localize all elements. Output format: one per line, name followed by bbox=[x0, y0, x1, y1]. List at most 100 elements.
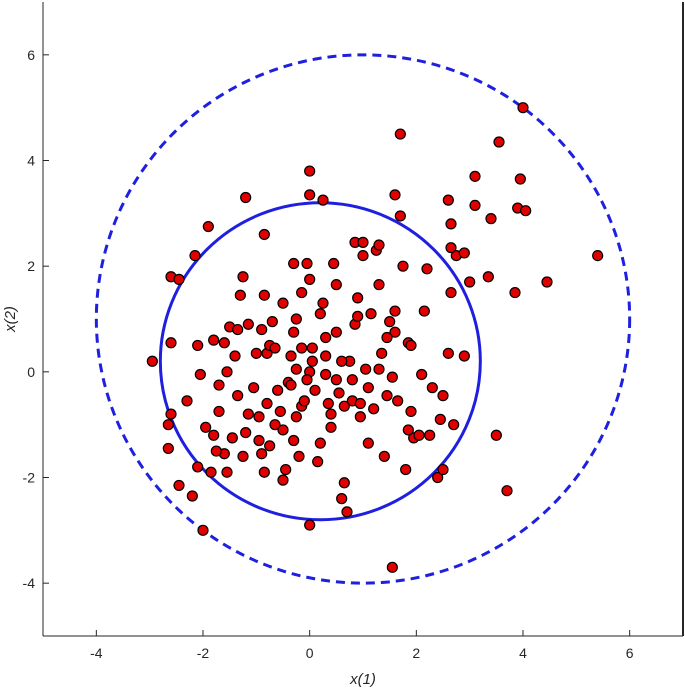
data-point-104 bbox=[442, 194, 454, 206]
data-point-20 bbox=[213, 379, 225, 391]
data-point-48 bbox=[301, 257, 313, 270]
data-point-64 bbox=[336, 493, 348, 505]
data-point-161 bbox=[437, 390, 449, 402]
data-point-177 bbox=[320, 331, 332, 344]
data-point-30 bbox=[261, 397, 273, 410]
data-point-9 bbox=[189, 250, 201, 262]
data-point-132 bbox=[237, 271, 249, 283]
data-point-28 bbox=[256, 448, 268, 460]
data-point-151 bbox=[336, 355, 348, 367]
data-point-137 bbox=[277, 297, 289, 309]
data-point-152 bbox=[330, 374, 342, 386]
data-point-100 bbox=[442, 347, 454, 359]
data-point-76 bbox=[368, 403, 380, 415]
data-point-98 bbox=[434, 413, 446, 425]
data-point-6 bbox=[197, 524, 209, 536]
data-point-71 bbox=[354, 411, 366, 423]
data-point-85 bbox=[389, 305, 401, 317]
data-point-82 bbox=[381, 390, 393, 402]
data-point-142 bbox=[232, 323, 244, 336]
data-point-135 bbox=[242, 318, 254, 330]
data-point-53 bbox=[312, 456, 324, 468]
data-point-87 bbox=[397, 260, 409, 272]
data-point-70 bbox=[352, 292, 364, 304]
data-point-36 bbox=[274, 405, 286, 418]
data-point-164 bbox=[298, 395, 310, 407]
data-points bbox=[146, 102, 604, 573]
data-point-61 bbox=[330, 279, 342, 291]
data-point-95 bbox=[421, 263, 433, 275]
data-point-51 bbox=[306, 355, 318, 367]
data-point-166 bbox=[269, 419, 281, 431]
x-tick-label: 0 bbox=[306, 645, 314, 661]
data-point-136 bbox=[258, 289, 270, 301]
data-point-128 bbox=[389, 189, 401, 201]
data-point-47 bbox=[296, 286, 308, 299]
data-point-35 bbox=[272, 384, 284, 396]
data-point-109 bbox=[469, 170, 481, 182]
data-point-143 bbox=[218, 337, 230, 349]
data-point-103 bbox=[458, 350, 470, 362]
data-point-125 bbox=[304, 165, 316, 177]
x-tick-label: -4 bbox=[90, 645, 103, 661]
data-point-99 bbox=[437, 463, 449, 476]
data-point-16 bbox=[208, 429, 220, 441]
data-point-8 bbox=[173, 273, 185, 285]
data-point-41 bbox=[285, 350, 297, 362]
data-point-160 bbox=[424, 429, 436, 441]
data-point-169 bbox=[210, 445, 222, 457]
data-point-140 bbox=[296, 342, 308, 354]
data-point-23 bbox=[232, 390, 244, 402]
axis-ticks: -4 -2 0 2 4 6 -4 -2 0 2 4 6 bbox=[23, 47, 634, 661]
data-point-81 bbox=[378, 450, 390, 462]
data-point-92 bbox=[413, 429, 425, 441]
data-point-27 bbox=[253, 434, 265, 447]
data-point-101 bbox=[445, 286, 457, 299]
data-point-167 bbox=[253, 411, 265, 423]
data-point-133 bbox=[234, 289, 246, 301]
data-point-121 bbox=[541, 276, 553, 288]
y-tick-label: -4 bbox=[23, 575, 36, 591]
data-point-172 bbox=[285, 379, 297, 391]
data-point-93 bbox=[416, 368, 428, 381]
data-point-10 bbox=[202, 220, 214, 233]
data-point-149 bbox=[256, 323, 268, 336]
data-point-118 bbox=[514, 173, 526, 185]
data-point-13 bbox=[192, 339, 204, 352]
data-point-138 bbox=[266, 316, 278, 328]
data-point-123 bbox=[386, 561, 398, 573]
data-point-113 bbox=[490, 429, 502, 441]
data-point-107 bbox=[458, 247, 470, 259]
data-point-11 bbox=[240, 191, 252, 204]
data-point-25 bbox=[242, 408, 254, 420]
y-tick-label: 6 bbox=[27, 47, 35, 63]
data-point-139 bbox=[306, 342, 318, 354]
data-point-147 bbox=[165, 337, 177, 349]
data-point-73 bbox=[360, 363, 372, 375]
data-point-54 bbox=[314, 437, 326, 449]
data-point-86 bbox=[392, 395, 404, 407]
data-point-55 bbox=[314, 308, 326, 320]
data-point-37 bbox=[277, 424, 289, 436]
data-point-15 bbox=[205, 466, 217, 478]
data-point-119 bbox=[517, 102, 529, 114]
data-point-150 bbox=[290, 363, 302, 375]
data-point-153 bbox=[354, 397, 366, 410]
data-point-148 bbox=[250, 347, 262, 359]
data-point-22 bbox=[229, 350, 241, 362]
data-point-130 bbox=[394, 128, 406, 140]
data-point-158 bbox=[405, 339, 417, 352]
data-point-112 bbox=[485, 213, 497, 225]
data-point-120 bbox=[520, 205, 532, 217]
boundary-circles bbox=[94, 53, 632, 585]
data-point-62 bbox=[330, 326, 342, 338]
x-tick-label: 4 bbox=[519, 645, 527, 661]
data-point-83 bbox=[384, 316, 396, 328]
data-point-1 bbox=[165, 408, 177, 420]
data-point-78 bbox=[373, 239, 385, 251]
data-point-116 bbox=[509, 286, 521, 299]
data-point-178 bbox=[301, 374, 313, 386]
data-point-34 bbox=[269, 342, 281, 354]
data-point-111 bbox=[482, 271, 494, 283]
